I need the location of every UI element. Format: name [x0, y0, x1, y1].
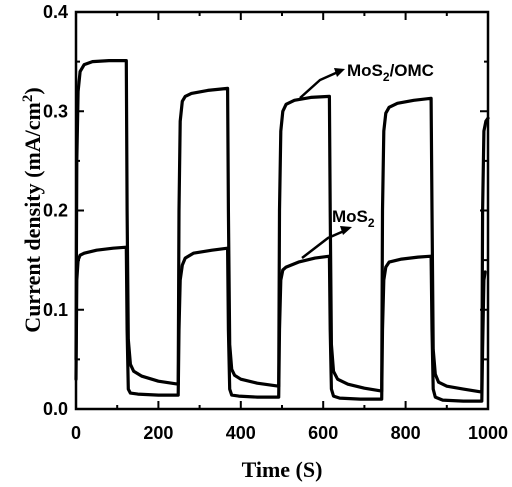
y-tick-label: 0.0 [43, 399, 68, 419]
series-line-mos2-omc [74, 59, 490, 394]
x-tick-label: 400 [226, 423, 256, 443]
mos2-main: MoS [332, 207, 368, 226]
y-axis-title-end: ) [20, 87, 45, 94]
x-tick-label: 0 [71, 423, 81, 443]
y-tick-label: 0.4 [43, 2, 68, 22]
x-tick-label: 800 [391, 423, 421, 443]
mos2-omc-main: MoS [347, 61, 383, 80]
x-tick-label: 1000 [468, 423, 508, 443]
series-line-mos2 [74, 245, 487, 403]
y-axis-title: Current density (mA/cm2) [20, 87, 45, 332]
annotation-mos2-omc: MoS2/OMC [299, 61, 434, 99]
x-tick-label: 200 [143, 423, 173, 443]
x-axis-title: Time (S) [242, 457, 323, 482]
arrow-mos2-omc-head [334, 68, 345, 77]
y-tick-label: 0.2 [43, 201, 68, 221]
arrow-mos2-head [340, 226, 352, 235]
y-axis-title-main: Current density (mA/cm [20, 102, 45, 333]
y-axis-title-sup: 2 [20, 95, 36, 103]
ticks-layer: 0 200 400 600 800 1000 0.0 0.1 0.2 0.3 0.4 [43, 2, 508, 443]
mos2-omc-end: /OMC [390, 61, 434, 80]
annotation-mos2: MoS2 [301, 207, 375, 259]
mos2-sub: 2 [368, 216, 375, 230]
annotation-mos2-label: MoS2 [332, 207, 375, 230]
arrow-mos2-line [301, 229, 345, 259]
x-tick-label: 600 [308, 423, 338, 443]
annotation-mos2-omc-label: MoS2/OMC [347, 61, 434, 84]
y-tick-label: 0.3 [43, 101, 68, 121]
plot-frame [74, 10, 490, 411]
series-layer [74, 59, 490, 403]
mos2-omc-sub: 2 [383, 70, 390, 84]
y-tick-label: 0.1 [43, 300, 68, 320]
arrow-mos2-omc-line [299, 70, 339, 99]
